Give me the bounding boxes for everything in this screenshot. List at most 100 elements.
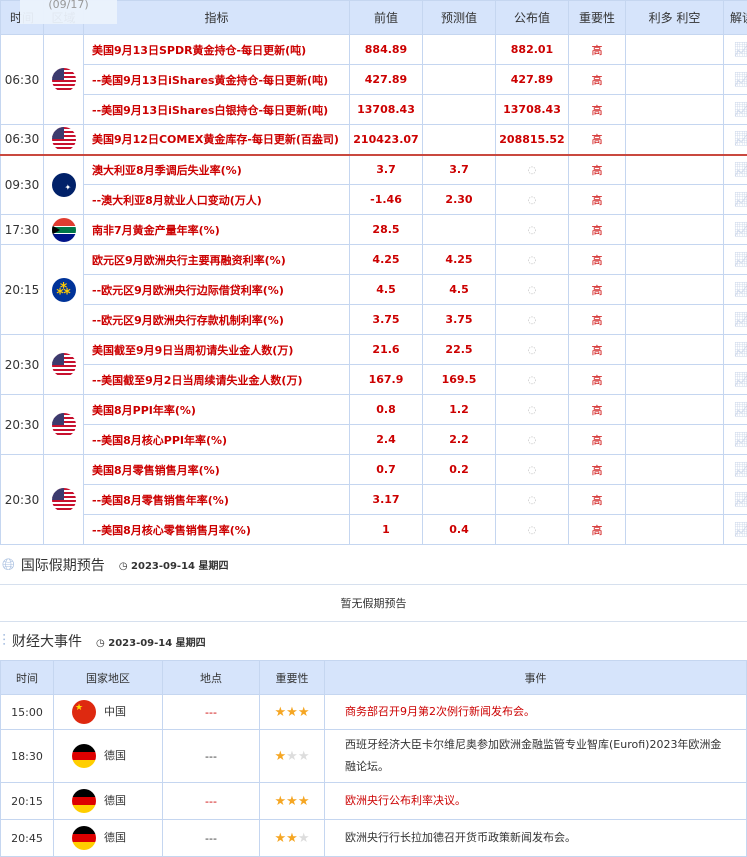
region-cell [44, 215, 84, 245]
chart-icon[interactable]: 📈︎ [733, 312, 747, 328]
au-flag-icon [52, 173, 76, 197]
indicator-link[interactable]: --美国截至9月2日当周续请失业金人数(万) [84, 365, 350, 395]
indicator-link[interactable]: --美国8月核心PPI年率(%) [84, 425, 350, 455]
analysis-cell[interactable]: 📈︎ [724, 425, 747, 455]
loading-icon: ◌ [528, 525, 537, 536]
holiday-section-header: 🌐︎ 国际假期预告 ◷ 2023-09-14 星期四 [0, 545, 747, 585]
forecast-value [423, 65, 496, 95]
previous-value: 0.7 [350, 455, 423, 485]
analysis-cell[interactable]: 📈︎ [724, 215, 747, 245]
indicator-link[interactable]: 欧元区9月欧洲央行主要再融资利率(%) [84, 245, 350, 275]
event-country: 德国 [54, 783, 163, 820]
bull-bear-cell [626, 365, 724, 395]
analysis-cell[interactable]: 📈︎ [724, 95, 747, 125]
chart-icon[interactable]: 📈︎ [733, 492, 747, 508]
chart-icon[interactable]: 📈︎ [733, 162, 747, 178]
indicator-link[interactable]: 美国9月13日SPDR黄金持仓-每日更新(吨) [84, 35, 350, 65]
analysis-cell[interactable]: 📈︎ [724, 395, 747, 425]
column-header: 预测值 [423, 1, 496, 35]
analysis-cell[interactable]: 📈︎ [724, 365, 747, 395]
chart-icon[interactable]: 📈︎ [733, 72, 747, 88]
forecast-value: 4.25 [423, 245, 496, 275]
indicator-link[interactable]: --美国9月13日iShares黄金持仓-每日更新(吨) [84, 65, 350, 95]
chart-icon[interactable]: 📈︎ [733, 102, 747, 118]
event-description[interactable]: 商务部召开9月第2次例行新闻发布会。 [325, 695, 747, 730]
indicator-link[interactable]: --欧元区9月欧洲央行边际借贷利率(%) [84, 275, 350, 305]
importance: 高 [569, 65, 626, 95]
analysis-cell[interactable]: 📈︎ [724, 35, 747, 65]
actual-value: ◌ [496, 335, 569, 365]
chart-icon[interactable]: 📈︎ [733, 342, 747, 358]
indicator-link[interactable]: --美国8月零售销售年率(%) [84, 485, 350, 515]
indicator-link[interactable]: --欧元区9月欧洲央行存款机制利率(%) [84, 305, 350, 335]
analysis-cell[interactable]: 📈︎ [724, 65, 747, 95]
table-row[interactable]: --美国8月零售销售年率(%)3.17◌高📈︎ [1, 485, 747, 515]
actual-value: ◌ [496, 185, 569, 215]
star-icon: ★ [286, 705, 298, 720]
star-icon: ★ [298, 705, 310, 720]
de-flag-icon [72, 826, 96, 850]
indicator-link[interactable]: 美国8月PPI年率(%) [84, 395, 350, 425]
indicator-link[interactable]: --美国9月13日iShares白银持仓-每日更新(吨) [84, 95, 350, 125]
loading-icon: ◌ [528, 345, 537, 356]
event-description[interactable]: 欧洲央行公布利率决议。 [325, 783, 747, 820]
actual-value: 208815.52 [496, 125, 569, 155]
indicator-link[interactable]: 美国9月12日COMEX黄金库存-每日更新(百盎司) [84, 125, 350, 155]
chart-icon[interactable]: 📈︎ [733, 222, 747, 238]
indicator-link[interactable]: --美国8月核心零售销售月率(%) [84, 515, 350, 545]
chart-icon[interactable]: 📈︎ [733, 462, 747, 478]
star-icon: ★ [298, 794, 310, 809]
analysis-cell[interactable]: 📈︎ [724, 515, 747, 545]
bull-bear-cell [626, 455, 724, 485]
chart-icon[interactable]: 📈︎ [733, 282, 747, 298]
actual-value: ◌ [496, 245, 569, 275]
analysis-cell[interactable]: 📈︎ [724, 185, 747, 215]
bull-bear-cell [626, 515, 724, 545]
chart-icon[interactable]: 📈︎ [733, 252, 747, 268]
star-icon: ★ [275, 831, 287, 846]
analysis-cell[interactable]: 📈︎ [724, 485, 747, 515]
indicator-link[interactable]: --澳大利亚8月就业人口变动(万人) [84, 185, 350, 215]
table-row[interactable]: 09:30澳大利亚8月季调后失业率(%)3.73.7◌高📈︎ [1, 155, 747, 185]
chart-icon[interactable]: 📈︎ [733, 42, 747, 58]
analysis-cell[interactable]: 📈︎ [724, 245, 747, 275]
analysis-cell[interactable]: 📈︎ [724, 455, 747, 485]
actual-value: ◌ [496, 365, 569, 395]
indicator-link[interactable]: 美国截至9月9日当周初请失业金人数(万) [84, 335, 350, 365]
analysis-cell[interactable]: 📈︎ [724, 335, 747, 365]
analysis-cell[interactable]: 📈︎ [724, 155, 747, 185]
analysis-cell[interactable]: 📈︎ [724, 125, 747, 155]
indicator-link[interactable]: 南非7月黄金产量年率(%) [84, 215, 350, 245]
chart-icon[interactable]: 📈︎ [733, 402, 747, 418]
event-description[interactable]: 欧洲央行行长拉加德召开货币政策新闻发布会。 [325, 820, 747, 857]
chart-icon[interactable]: 📈︎ [733, 432, 747, 448]
chart-icon[interactable]: 📈︎ [733, 372, 747, 388]
indicator-link[interactable]: 澳大利亚8月季调后失业率(%) [84, 155, 350, 185]
importance: 高 [569, 515, 626, 545]
forecast-value: 169.5 [423, 365, 496, 395]
de-flag-icon [72, 744, 96, 768]
chart-icon[interactable]: 📈︎ [733, 192, 747, 208]
event-description[interactable]: 西班牙经济大臣卡尔维尼奥参加欧洲金融监管专业智库(Eurofi)2023年欧洲金… [325, 730, 747, 783]
indicator-link[interactable]: 美国8月零售销售月率(%) [84, 455, 350, 485]
event-place: --- [163, 730, 260, 783]
chart-icon[interactable]: 📈︎ [733, 131, 747, 147]
analysis-cell[interactable]: 📈︎ [724, 275, 747, 305]
chart-icon[interactable]: 📈︎ [733, 522, 747, 538]
analysis-cell[interactable]: 📈︎ [724, 305, 747, 335]
